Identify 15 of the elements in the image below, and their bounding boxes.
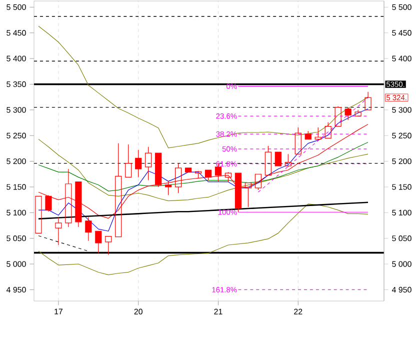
- candlestick: [344, 107, 352, 120]
- candlestick: [244, 182, 252, 208]
- candlestick: [35, 196, 42, 234]
- candlestick: [334, 106, 342, 127]
- candlestick: [184, 168, 192, 172]
- candlestick: [95, 230, 102, 254]
- candlestick: [105, 236, 112, 256]
- candlestick: [364, 92, 372, 110]
- candlestick: [354, 110, 362, 116]
- line-series: [38, 202, 369, 220]
- candlestick: [125, 144, 132, 178]
- line-series: [38, 138, 368, 202]
- candlestick: [45, 194, 52, 212]
- candlestick: [55, 216, 62, 246]
- candlestick: [274, 152, 282, 166]
